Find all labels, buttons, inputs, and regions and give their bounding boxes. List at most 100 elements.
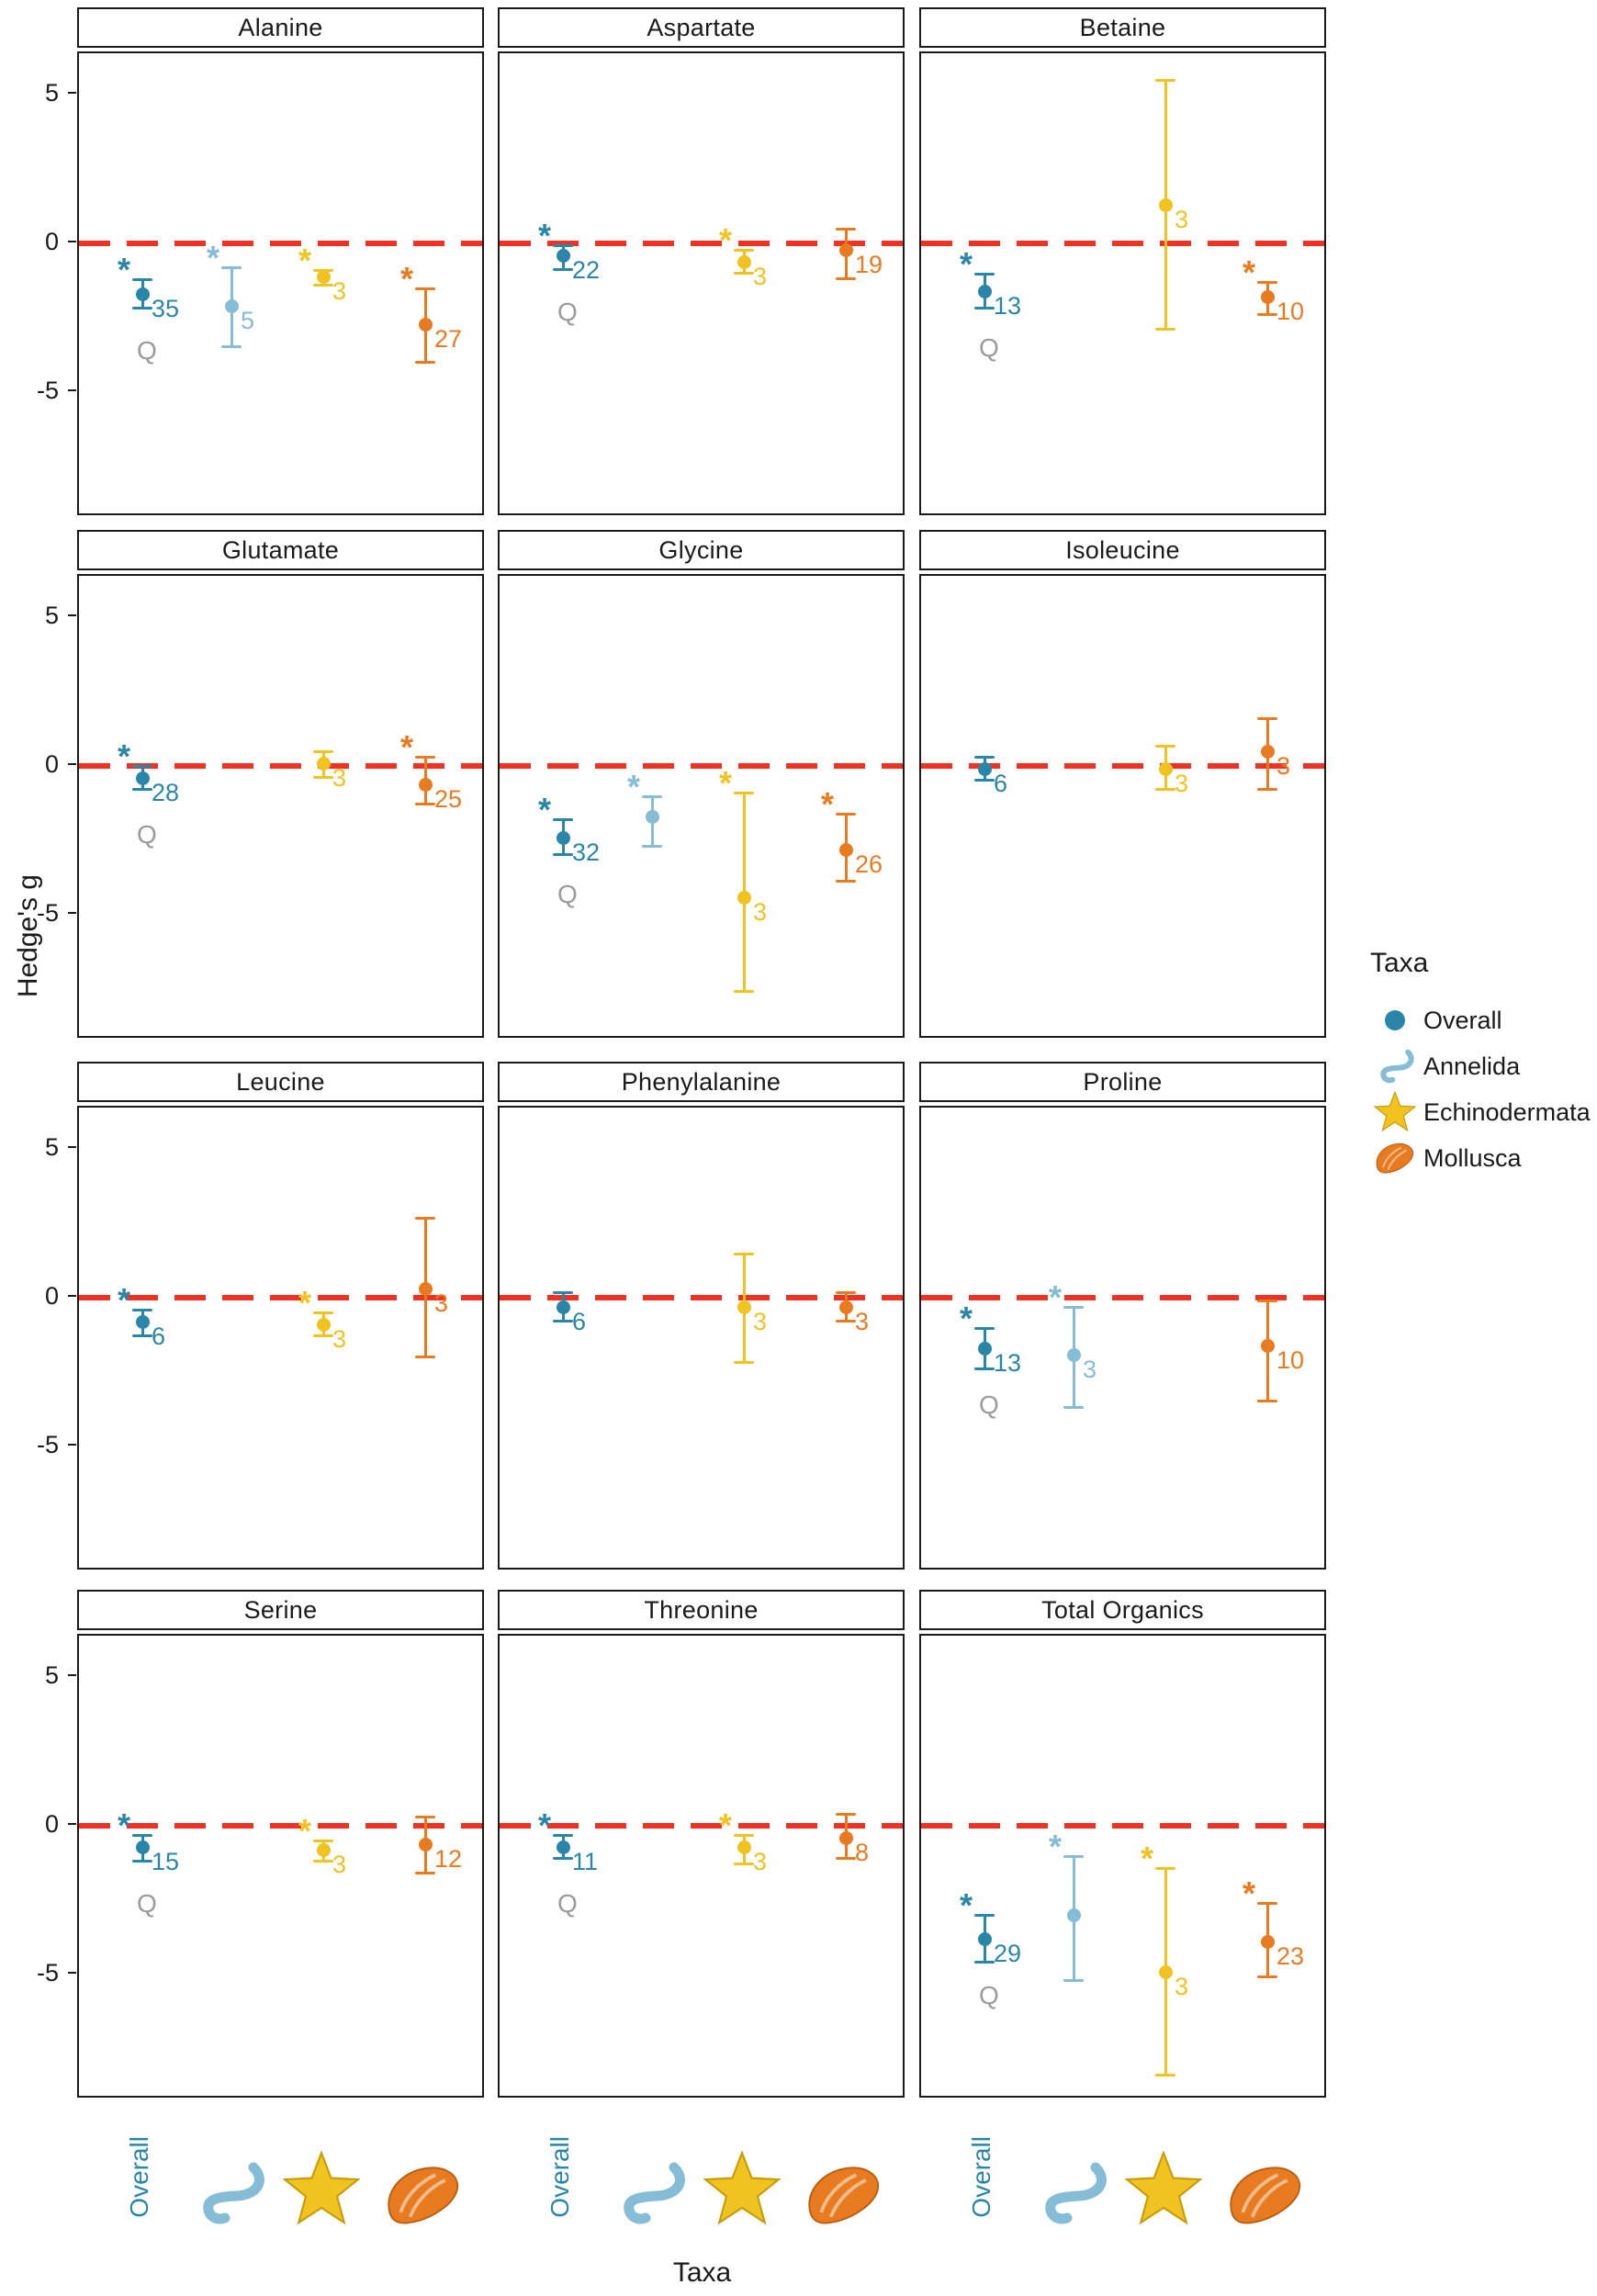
error-bar-cap-top <box>1257 1300 1277 1302</box>
sample-size-label: 5 <box>241 307 255 334</box>
panel-strip: Isoleucine <box>919 530 1326 570</box>
error-bar-cap-top <box>132 1834 152 1837</box>
panel-title: Isoleucine <box>1065 535 1180 564</box>
sample-size-label: 28 <box>152 779 180 806</box>
data-point-mollusca <box>1261 290 1275 304</box>
data-point-overall <box>136 1840 150 1854</box>
legend-label: Overall <box>1423 1006 1502 1034</box>
data-point-echinodermata <box>317 270 331 284</box>
sample-size-label: 6 <box>152 1322 166 1350</box>
zero-reference-line <box>921 763 1324 769</box>
sample-size-label: 3 <box>753 1848 768 1875</box>
data-point-overall <box>978 1932 992 1946</box>
panel-plot-area: * 15 Q * 3 12 <box>77 1634 484 2098</box>
data-point-echinodermata <box>737 1840 751 1854</box>
data-point-mollusca <box>839 243 853 257</box>
sample-size-label: 3 <box>1083 1356 1097 1383</box>
error-bar-cap-bottom <box>1063 1979 1084 1982</box>
significance-star: * <box>298 1812 312 1850</box>
panel-strip: Aspartate <box>498 7 905 48</box>
q-heterogeneity-label: Q <box>137 1889 157 1918</box>
panel-plot-area: * 11 Q * 3 8 <box>498 1634 905 2098</box>
q-heterogeneity-label: Q <box>137 820 157 849</box>
error-bar-cap-bottom <box>132 1860 152 1863</box>
y-tick-label: 5 <box>44 1133 59 1161</box>
significance-star: * <box>298 242 312 279</box>
significance-star: * <box>118 1806 131 1844</box>
y-tick-mark <box>68 1972 76 1974</box>
error-bar-cap-bottom <box>313 284 333 287</box>
data-point-echinodermata <box>317 1843 331 1857</box>
x-tick-overall-label: Overall <box>545 2136 574 2218</box>
error-bar-cap-top <box>1257 1902 1277 1905</box>
data-point-overall <box>978 762 992 776</box>
q-heterogeneity-label: Q <box>137 336 157 365</box>
panel-plot-area: 6 3 3 <box>498 1106 905 1570</box>
error-bar-cap-bottom <box>836 1320 856 1322</box>
annelida-worm-icon <box>189 2160 270 2231</box>
panel-title: Serine <box>243 1595 318 1624</box>
error-bar-cap-top <box>313 750 333 753</box>
error-bar-cap-top <box>132 765 152 768</box>
panel-title: Betaine <box>1079 13 1166 41</box>
sample-size-label: 3 <box>332 764 347 792</box>
error-bar-cap-top <box>974 1914 995 1917</box>
panel-strip: Betaine <box>919 7 1326 48</box>
error-bar-cap-bottom <box>836 1857 856 1860</box>
panel-plot-area: * 29 Q * * 3 * 23 <box>919 1634 1326 2098</box>
sample-size-label: 22 <box>572 256 601 284</box>
sample-size-label: 6 <box>572 1308 587 1335</box>
legend-label: Echinodermata <box>1423 1097 1591 1126</box>
significance-star: * <box>118 1281 131 1319</box>
data-point-mollusca <box>839 843 853 857</box>
data-point-echinodermata <box>737 255 751 269</box>
panel-title: Alanine <box>238 13 323 41</box>
panel-title: Leucine <box>236 1067 325 1096</box>
y-tick-label: 5 <box>44 79 59 107</box>
sample-size-label: 6 <box>994 770 1008 797</box>
y-tick-mark <box>68 614 76 616</box>
data-point-overall <box>557 1840 570 1854</box>
legend-item-annelida: Annelida <box>1370 1043 1596 1089</box>
y-tick-mark <box>68 1674 76 1676</box>
zero-reference-line <box>921 1295 1324 1300</box>
error-bar-cap-top <box>553 818 573 821</box>
y-tick-mark <box>68 1146 76 1148</box>
y-tick-mark <box>68 763 76 765</box>
error-bar-cap-bottom <box>313 1860 333 1863</box>
error-bar-cap-bottom <box>1257 1975 1277 1978</box>
significance-star: * <box>1243 253 1256 291</box>
error-bar-cap-bottom <box>415 361 435 364</box>
error-bar-cap-bottom <box>415 803 435 805</box>
legend-item-mollusca: Mollusca <box>1370 1135 1596 1181</box>
sample-size-label: 3 <box>1175 206 1189 233</box>
annelida-worm-icon <box>610 2160 691 2231</box>
zero-reference-line <box>921 1823 1324 1829</box>
q-heterogeneity-label: Q <box>557 1889 578 1918</box>
sample-size-label: 3 <box>1276 752 1291 780</box>
data-point-overall <box>978 1342 992 1356</box>
echinodermata-starfish-icon <box>1124 2150 1203 2233</box>
sample-size-label: 3 <box>855 1308 870 1335</box>
data-point-mollusca <box>839 1300 853 1314</box>
data-point-echinodermata <box>1159 762 1173 776</box>
y-tick-label: 0 <box>44 750 59 778</box>
error-bar-cap-bottom <box>836 880 856 883</box>
legend-item-echinodermata: Echinodermata <box>1370 1089 1596 1135</box>
data-point-echinodermata <box>317 757 331 771</box>
error-bar-cap-top <box>734 1253 754 1255</box>
sample-size-label: 3 <box>753 263 768 290</box>
legend-label: Annelida <box>1423 1052 1521 1080</box>
significance-star: * <box>719 1806 733 1844</box>
significance-star: * <box>118 251 131 288</box>
panel-plot-area: * 13 Q 3 * 10 <box>919 51 1326 515</box>
sample-size-label: 3 <box>332 277 347 305</box>
sample-size-label: 11 <box>572 1848 599 1875</box>
data-point-echinodermata <box>1159 1965 1173 1979</box>
error-bar-cap-top <box>313 1840 333 1842</box>
mussel-icon <box>1370 1136 1420 1180</box>
error-bar-cap-top <box>974 273 995 276</box>
x-tick-overall-label: Overall <box>125 2136 153 2218</box>
data-point-echinodermata <box>737 1300 751 1314</box>
error-bar-cap-top <box>836 1291 856 1294</box>
